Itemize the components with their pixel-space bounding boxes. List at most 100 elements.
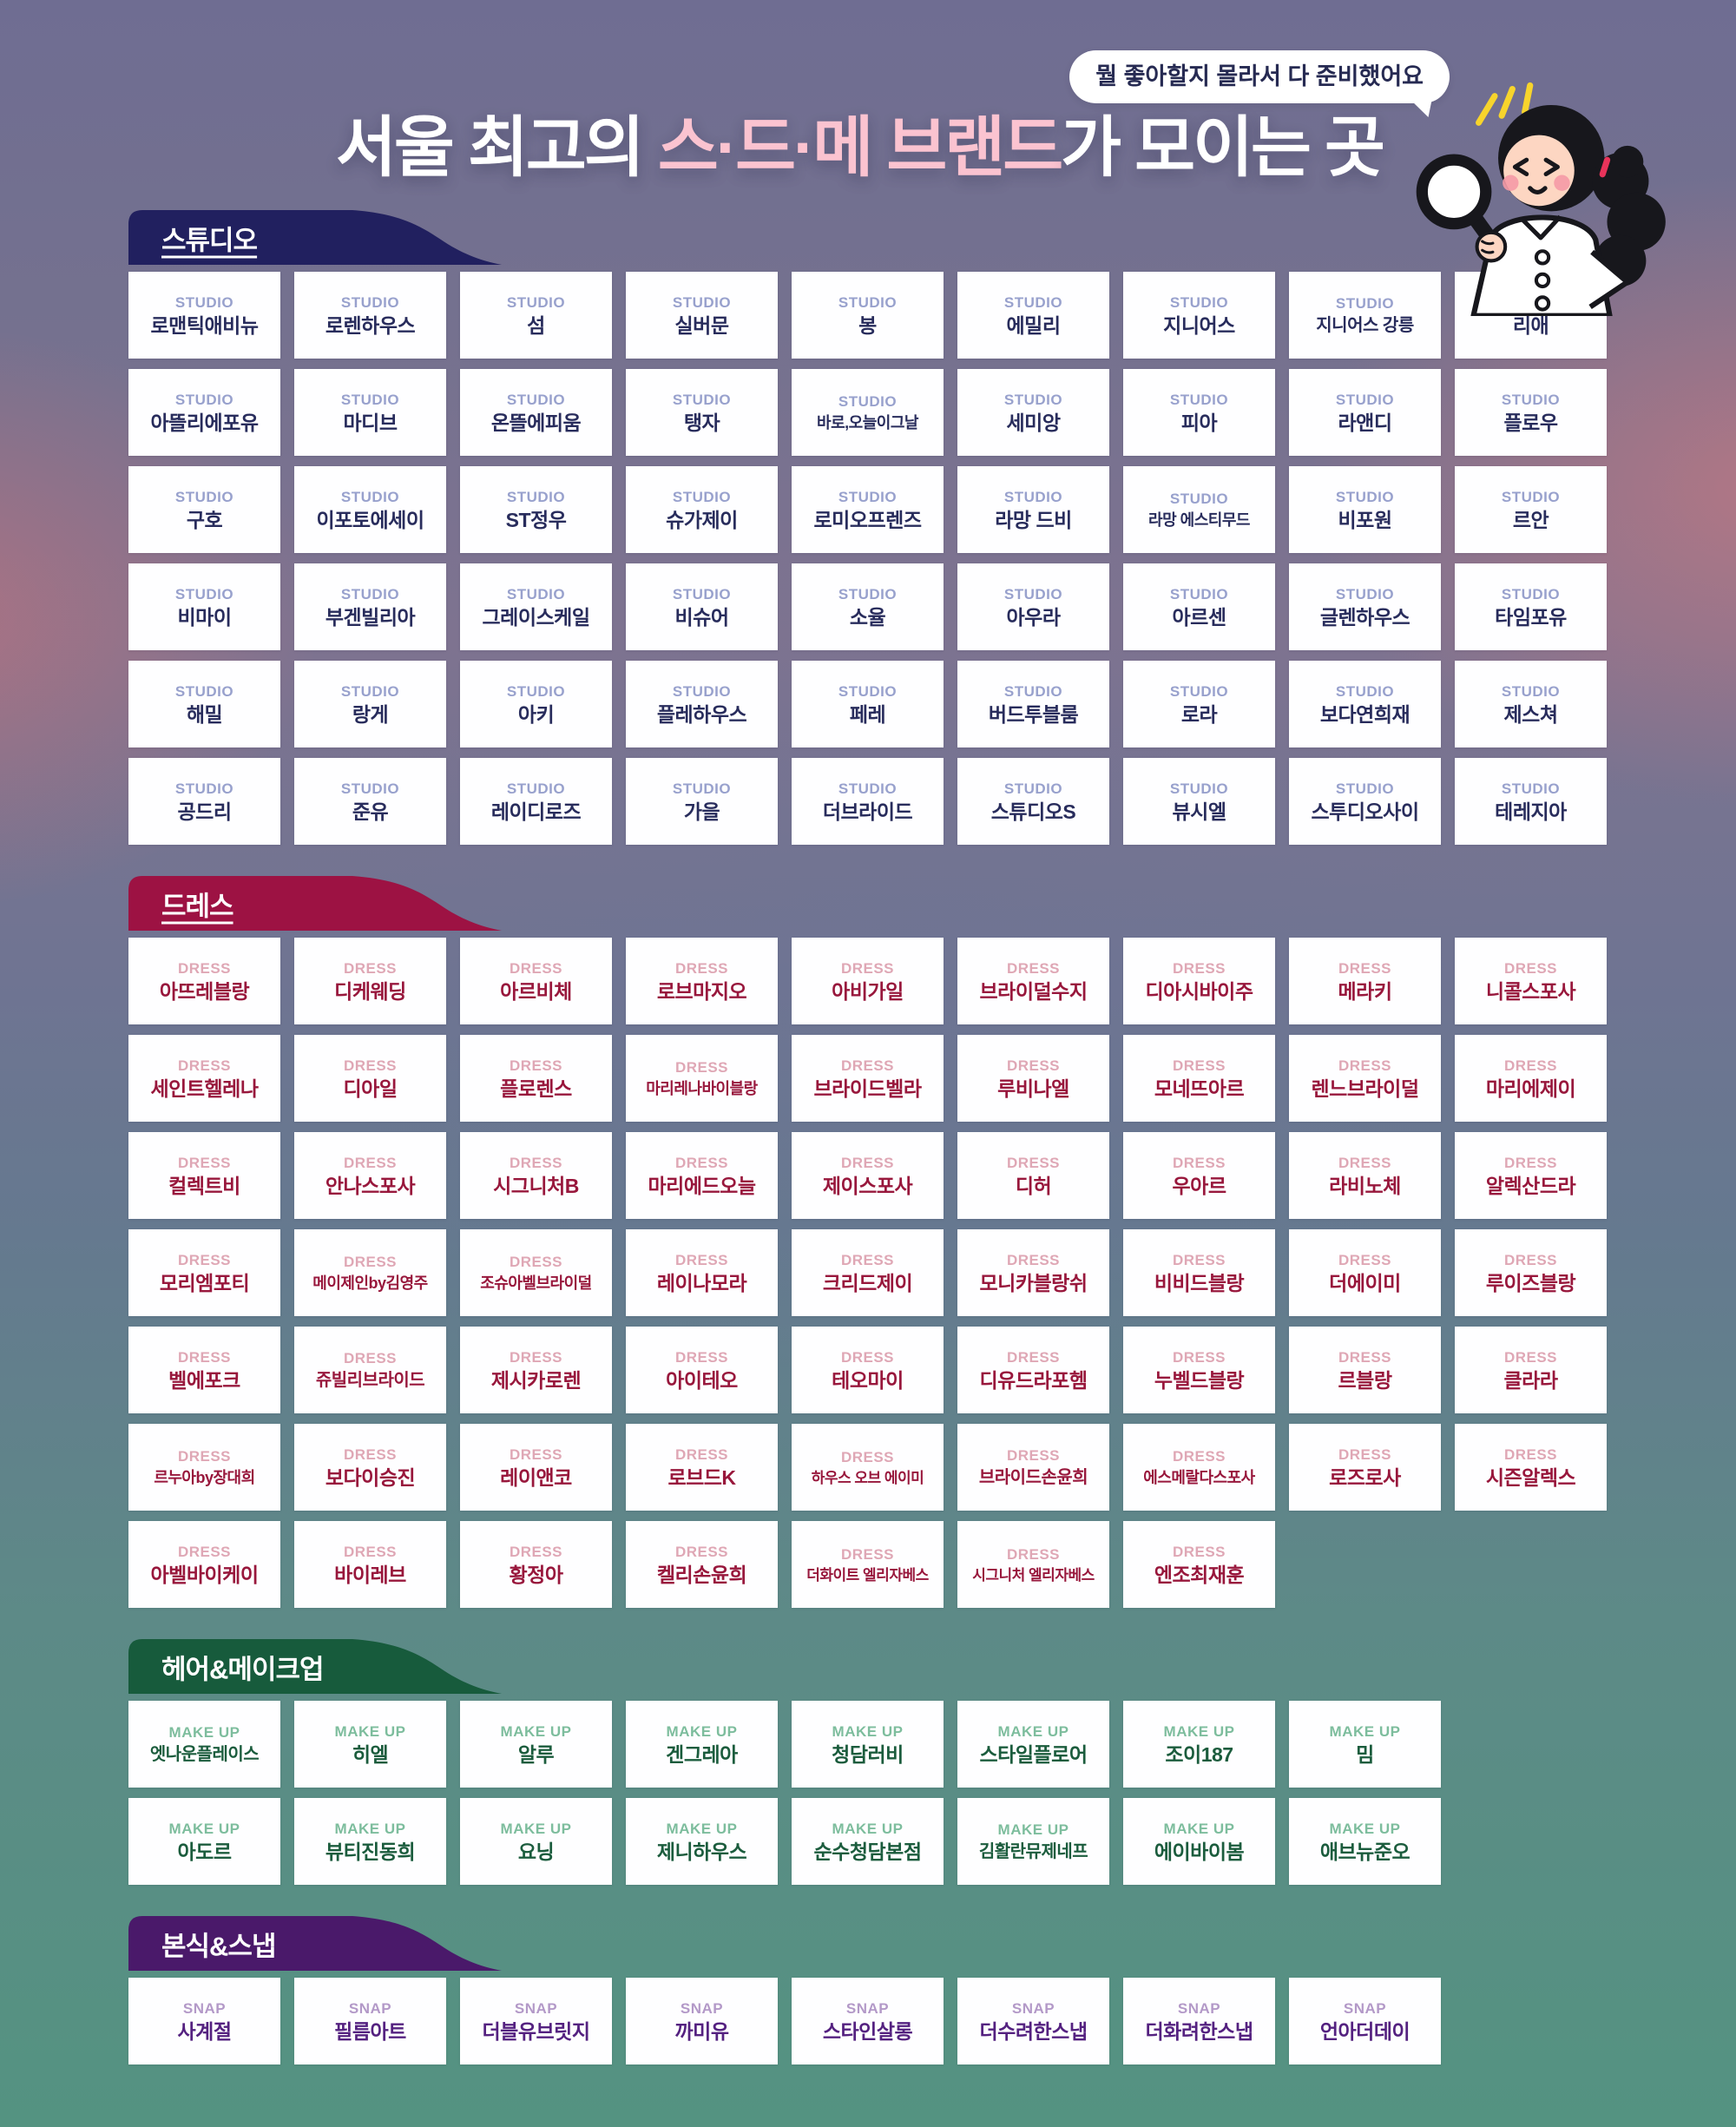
brand-card: STUDIO 실버문 — [626, 272, 778, 359]
brand-name: 에밀리 — [1006, 313, 1061, 337]
brand-category-label: DRESS — [509, 1154, 563, 1171]
brand-grid: SNAP 사계절 SNAP 필름아트 SNAP 더블유브릿지 SNAP 까미유 … — [128, 1978, 1608, 2064]
brand-name: 디아일 — [343, 1077, 398, 1100]
brand-card: DRESS 디아시바이주 — [1123, 938, 1275, 1024]
brand-card: DRESS 렌느브라이덜 — [1289, 1035, 1441, 1122]
brand-category-label: STUDIO — [506, 780, 566, 797]
brand-card: DRESS 르블랑 — [1289, 1327, 1441, 1413]
brand-category-label: DRESS — [177, 1057, 232, 1074]
brand-name: 까미유 — [674, 2019, 729, 2043]
brand-card: DRESS 루이즈블랑 — [1455, 1229, 1607, 1316]
brand-card: STUDIO 로맨틱애비뉴 — [128, 272, 280, 359]
brand-category-label: STUDIO — [174, 585, 234, 603]
blush — [1503, 175, 1570, 191]
brand-category-label: DRESS — [840, 1251, 895, 1268]
brand-card: DRESS 크리드제이 — [792, 1229, 944, 1316]
ribbon-shape — [128, 210, 502, 265]
brand-category-label: DRESS — [1172, 1543, 1226, 1560]
brand-card: SNAP 더블유브릿지 — [460, 1978, 612, 2064]
brand-name: 시즌알렉스 — [1485, 1465, 1576, 1489]
brand-category-label: DRESS — [1503, 959, 1558, 977]
brand-card: SNAP 언아더데이 — [1289, 1978, 1441, 2064]
brand-category-label: MAKE UP — [666, 1820, 738, 1837]
brand-card: STUDIO 라앤디 — [1289, 369, 1441, 456]
brand-name: 페레 — [849, 702, 886, 726]
brand-category-label: STUDIO — [1003, 780, 1063, 797]
brand-card: DRESS 메이제인by김영주 — [294, 1229, 446, 1316]
brand-name: 테오마이 — [832, 1368, 904, 1392]
brand-card: DRESS 우아르 — [1123, 1132, 1275, 1219]
brand-name: 이포토에세이 — [316, 508, 424, 531]
brand-category-label: STUDIO — [1169, 293, 1229, 311]
brand-category-label: STUDIO — [1501, 682, 1561, 700]
brand-card: STUDIO 지니어스 — [1123, 272, 1275, 359]
brand-category-label: DRESS — [1338, 959, 1392, 977]
brand-name: 알렉산드라 — [1485, 1174, 1576, 1197]
brand-category-label: DRESS — [674, 1059, 729, 1076]
brand-name: 세인트헬레나 — [150, 1077, 259, 1100]
brand-category-label: STUDIO — [506, 391, 566, 408]
arm-on-hip — [1588, 249, 1631, 310]
brand-name: 레이디로즈 — [490, 800, 582, 823]
brand-name: 모니카블랑쉬 — [979, 1271, 1088, 1294]
brand-card: STUDIO 르안 — [1455, 466, 1607, 553]
brand-card: DRESS 바이레브 — [294, 1521, 446, 1608]
brand-category-label: MAKE UP — [1329, 1820, 1401, 1837]
brand-name: 에이바이봄 — [1154, 1840, 1245, 1863]
brand-card: DRESS 디아일 — [294, 1035, 446, 1122]
brand-card: SNAP 더화려한스냅 — [1123, 1978, 1275, 2064]
brand-name: 디아시바이주 — [1145, 979, 1253, 1003]
brand-category-label: STUDIO — [1335, 391, 1395, 408]
brand-card: DRESS 모니카블랑쉬 — [957, 1229, 1109, 1316]
brand-card: STUDIO 탱자 — [626, 369, 778, 456]
brand-category-label: STUDIO — [506, 488, 566, 505]
brand-category-label: STUDIO — [506, 682, 566, 700]
winking-eyes — [1512, 157, 1560, 177]
brand-category-label: STUDIO — [672, 682, 732, 700]
brand-card: MAKE UP 밈 — [1289, 1701, 1441, 1788]
brand-card: DRESS 제시카로렌 — [460, 1327, 612, 1413]
brand-card: STUDIO 로미오프렌즈 — [792, 466, 944, 553]
brand-name: 알루 — [517, 1742, 555, 1766]
brand-card: STUDIO 이포토에세이 — [294, 466, 446, 553]
brand-category-label: DRESS — [343, 1057, 398, 1074]
brand-category-label: DRESS — [1172, 1154, 1226, 1171]
brand-category-label: DRESS — [1338, 1251, 1392, 1268]
brand-category-label: STUDIO — [672, 780, 732, 797]
brand-card: MAKE UP 애브뉴준오 — [1289, 1798, 1441, 1885]
brand-card: DRESS 더화이트 엘리자베스 — [792, 1521, 944, 1608]
brand-category-label: DRESS — [1172, 1348, 1226, 1366]
speech-bubble: 뭘 좋아할지 몰라서 다 준비했어요 — [1069, 50, 1450, 103]
brand-name: 비슈어 — [674, 605, 729, 629]
brand-category-label: STUDIO — [1335, 295, 1395, 312]
brand-card: DRESS 로브마지오 — [626, 938, 778, 1024]
brand-name: 글렌하우스 — [1319, 605, 1410, 629]
brand-name: 로즈로사 — [1329, 1465, 1401, 1489]
brand-name: ST정우 — [505, 508, 567, 531]
brand-card: DRESS 레이앤코 — [460, 1424, 612, 1511]
brand-card: STUDIO 그레이스케일 — [460, 563, 612, 650]
brand-category-label: DRESS — [1006, 1057, 1061, 1074]
brand-card: STUDIO 온뜰에피움 — [460, 369, 612, 456]
brand-category-label: DRESS — [177, 1448, 232, 1465]
brand-name: 아뜰리에포유 — [150, 411, 259, 434]
brand-card: STUDIO 플레하우스 — [626, 661, 778, 747]
brand-name: 시그니처 엘리자베스 — [972, 1566, 1095, 1584]
brand-category-label: DRESS — [1006, 959, 1061, 977]
brand-card: STUDIO 공드리 — [128, 758, 280, 845]
brand-name: 플로우 — [1503, 411, 1558, 434]
brand-name: 비마이 — [177, 605, 232, 629]
brand-name: 라앤디 — [1338, 411, 1392, 434]
brand-card: DRESS 알렉산드라 — [1455, 1132, 1607, 1219]
brand-card: STUDIO 뷰시엘 — [1123, 758, 1275, 845]
brand-category-label: DRESS — [509, 1543, 563, 1560]
brand-category-label: DRESS — [1503, 1057, 1558, 1074]
brand-card: DRESS 모네뜨아르 — [1123, 1035, 1275, 1122]
smile — [1528, 186, 1548, 194]
brand-category-label: STUDIO — [340, 488, 400, 505]
brand-card: MAKE UP 엣나운플레이스 — [128, 1701, 280, 1788]
ribbon-shape — [128, 1639, 502, 1694]
brand-name: 메이제인by김영주 — [312, 1274, 428, 1292]
brand-category-label: MAKE UP — [1329, 1722, 1401, 1740]
brand-name: 제니하우스 — [656, 1840, 747, 1863]
